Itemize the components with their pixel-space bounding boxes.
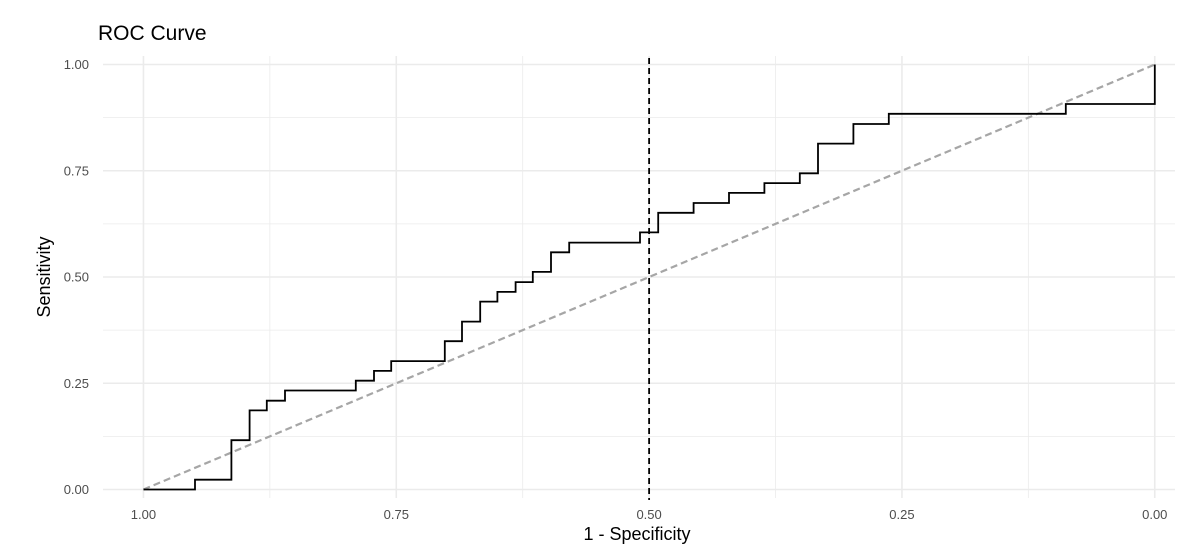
x-tick-label: 0.00 bbox=[1142, 507, 1167, 522]
y-tick-label: 0.00 bbox=[64, 482, 89, 497]
y-tick-label: 1.00 bbox=[64, 57, 89, 72]
chart-title: ROC Curve bbox=[98, 22, 207, 45]
y-tick-label: 0.25 bbox=[64, 376, 89, 391]
y-axis-ticks: 0.00 0.25 0.50 0.75 1.00 bbox=[64, 57, 89, 497]
x-tick-label: 1.00 bbox=[131, 507, 156, 522]
x-tick-label: 0.50 bbox=[636, 507, 661, 522]
x-axis-title: 1 - Specificity bbox=[583, 524, 690, 544]
major-gridlines bbox=[103, 56, 1175, 498]
roc-series bbox=[143, 64, 1156, 491]
reference-lines bbox=[143, 58, 1156, 500]
chance-diagonal-line bbox=[143, 63, 1156, 491]
roc-curve-line bbox=[143, 64, 1156, 491]
y-tick-label: 0.75 bbox=[64, 163, 89, 178]
x-axis-ticks: 1.00 0.75 0.50 0.25 0.00 bbox=[131, 507, 1168, 522]
y-tick-label: 0.50 bbox=[64, 270, 89, 285]
y-axis-title: Sensitivity bbox=[34, 236, 54, 317]
x-tick-label: 0.25 bbox=[889, 507, 914, 522]
minor-gridlines bbox=[103, 56, 1175, 498]
x-tick-label: 0.75 bbox=[384, 507, 409, 522]
